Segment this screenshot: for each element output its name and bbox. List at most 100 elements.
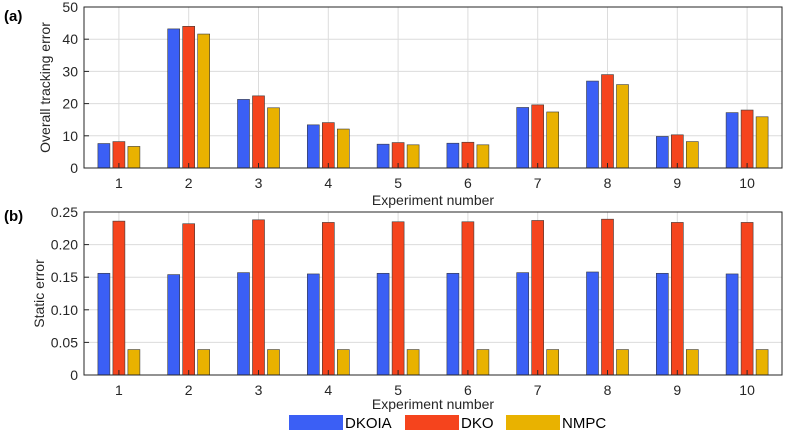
panel-b-ytick-label: 0 — [70, 367, 78, 383]
panel-b-xtick-label: 4 — [324, 382, 332, 398]
panel-a-bar-nmpc-exp-7 — [546, 111, 560, 169]
panel-a-label: (a) — [4, 8, 22, 25]
panel-b-xtick-label: 10 — [739, 382, 755, 398]
panel-a-bar-dko-exp-7 — [531, 104, 545, 169]
panel-b-bar-dko-exp-4 — [321, 222, 335, 376]
panel-b-bar-dko-exp-1 — [112, 220, 126, 376]
panel-a-bar-nmpc-exp-1 — [127, 146, 141, 169]
panel-b-ytick-label: 0.25 — [51, 204, 78, 220]
panel-a-x-ticks: 1 2 3 4 5 6 7 8 9 10 — [115, 163, 755, 191]
panel-b-bar-dkoia-exp-10 — [725, 273, 739, 376]
panel-b-bar-dko-exp-6 — [461, 221, 475, 376]
panel-a-xtick-label: 2 — [185, 175, 193, 191]
panel-a-xtick-label: 5 — [394, 175, 402, 191]
panel-a-bars — [97, 26, 769, 169]
panel-a-bar-nmpc-exp-4 — [336, 128, 350, 169]
panel-b-bar-dkoia-exp-4 — [306, 273, 320, 376]
panel-b-bar-dko-exp-10 — [740, 222, 754, 376]
panel-b-ytick-label: 0.05 — [51, 334, 78, 350]
panel-b-bar-nmpc-exp-10 — [755, 349, 769, 376]
legend-swatch-dko — [405, 415, 459, 430]
panel-b-bar-dko-exp-5 — [391, 221, 405, 376]
panel-a-bar-dkoia-exp-1 — [97, 143, 111, 169]
panel-a-bar-dkoia-exp-3 — [237, 99, 250, 169]
panel-a-bar-nmpc-exp-10 — [755, 116, 769, 169]
panel-a-frame — [83, 6, 783, 169]
panel-b-xtick-label: 7 — [534, 382, 542, 398]
panel-a-bar-nmpc-exp-6 — [476, 144, 490, 169]
panel-a-xtick-label: 8 — [604, 175, 612, 191]
panel-a-xtick-label: 7 — [534, 175, 542, 191]
panel-b-y-ticks: 0 0.05 0.10 0.15 0.20 0.25 — [51, 204, 89, 383]
panel-b-bar-dkoia-exp-1 — [97, 272, 111, 376]
panel-a-ytick-label: 20 — [62, 96, 78, 112]
panel-b-bar-dko-exp-8 — [601, 218, 614, 376]
panel-b-bar-nmpc-exp-4 — [336, 349, 350, 376]
panel-b-y-axis-title: Static error — [31, 259, 47, 328]
panel-a-bar-dkoia-exp-6 — [446, 142, 460, 169]
panel-b-ytick-label: 0.20 — [51, 237, 78, 253]
panel-b-xtick-label: 9 — [673, 382, 681, 398]
panel-b-bar-nmpc-exp-3 — [267, 349, 280, 376]
panel-b-bar-dkoia-exp-5 — [376, 272, 390, 376]
panel-a-xtick-label: 10 — [739, 175, 755, 191]
panel-b-label: (b) — [4, 208, 23, 225]
panel-a-bar-dko-exp-10 — [740, 109, 754, 169]
panel-a-bar-nmpc-exp-5 — [406, 144, 420, 169]
panel-b-x-ticks: 1 2 3 4 5 6 7 8 9 10 — [115, 370, 755, 398]
panel-a-bar-dkoia-exp-8 — [586, 80, 599, 169]
panel-a-bar-nmpc-exp-3 — [267, 107, 280, 169]
panel-b-bar-dkoia-exp-3 — [237, 272, 250, 376]
panel-a-xtick-label: 1 — [115, 175, 123, 191]
panel-b-xtick-label: 2 — [185, 382, 193, 398]
panel-b-xtick-label: 3 — [255, 382, 263, 398]
legend-swatch-nmpc — [506, 415, 560, 430]
panel-b-bar-dko-exp-2 — [182, 223, 195, 376]
panel-b-bar-dko-exp-3 — [252, 219, 265, 376]
panel-a-bar-dkoia-exp-9 — [655, 136, 669, 169]
panel-a-y-axis-title: Overall tracking error — [37, 22, 53, 153]
panel-b-xtick-label: 1 — [115, 382, 123, 398]
panel-a-xtick-label: 4 — [324, 175, 332, 191]
panel-b-bar-nmpc-exp-9 — [685, 349, 699, 376]
panel-b-bar-dko-exp-7 — [531, 220, 545, 376]
panel-a-ytick-label: 50 — [62, 0, 78, 15]
panel-a-xtick-label: 9 — [673, 175, 681, 191]
panel-b-bar-nmpc-exp-8 — [616, 349, 629, 376]
panel-b-bar-dkoia-exp-7 — [516, 272, 530, 376]
panel-b-bar-nmpc-exp-5 — [406, 349, 420, 376]
panel-a-ytick-label: 40 — [62, 31, 78, 47]
legend-label-dkoia: DKOIA — [345, 415, 392, 432]
panel-a-bar-dko-exp-8 — [601, 74, 614, 169]
panel-a-bar-dko-exp-4 — [321, 122, 335, 169]
panel-b-frame — [83, 211, 783, 376]
legend-label-dko: DKO — [461, 415, 494, 432]
panel-b-bar-dkoia-exp-9 — [655, 272, 669, 376]
panel-a-ytick-label: 0 — [70, 160, 78, 176]
panel-b-bar-nmpc-exp-2 — [197, 349, 210, 376]
panel-b-xtick-label: 8 — [604, 382, 612, 398]
legend-swatch-dkoia — [289, 415, 343, 430]
panel-b-bar-dkoia-exp-8 — [586, 271, 599, 376]
legend-label-nmpc: NMPC — [562, 415, 606, 432]
panel-b-bars — [97, 218, 769, 376]
panel-b-static-error: (b) 0 0.05 0.10 0.15 0.20 0.25 1 2 3 4 5 6 7 8 9 10 Ex… — [4, 204, 783, 412]
panel-a-x-axis-title: Experiment number — [372, 192, 495, 208]
panel-a-xtick-label: 6 — [464, 175, 472, 191]
panel-a-ytick-label: 30 — [62, 63, 78, 79]
panel-a-bar-nmpc-exp-8 — [616, 84, 629, 169]
panel-b-bar-dkoia-exp-2 — [167, 274, 180, 376]
panel-b-bar-nmpc-exp-6 — [476, 349, 490, 376]
panel-b-xtick-label: 5 — [394, 382, 402, 398]
panel-a-bar-dkoia-exp-4 — [306, 124, 320, 169]
panel-a-bar-dkoia-exp-10 — [725, 112, 739, 169]
panel-b-bar-nmpc-exp-1 — [127, 349, 141, 376]
panel-a-xtick-label: 3 — [255, 175, 263, 191]
panel-a-bar-dko-exp-3 — [252, 95, 265, 169]
panel-a-bar-nmpc-exp-9 — [685, 141, 699, 169]
panel-b-ytick-label: 0.10 — [51, 302, 78, 318]
panel-b-bar-dkoia-exp-6 — [446, 272, 460, 376]
panel-a-tracking-error: (a) 0 10 20 30 40 50 1 2 3 4 5 6 7 8 9 10 Experiment n… — [4, 0, 783, 208]
panel-b-x-axis-title: Experiment number — [372, 396, 495, 412]
panel-a-bar-dkoia-exp-5 — [376, 143, 390, 169]
